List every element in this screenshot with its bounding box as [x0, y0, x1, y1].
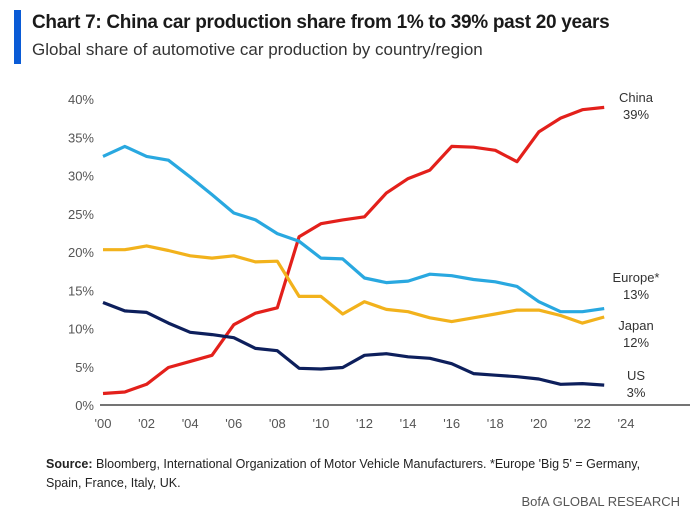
y-tick-label: 10% [68, 322, 94, 337]
x-tick-label: '02 [138, 416, 155, 431]
x-tick-label: '06 [225, 416, 242, 431]
x-tick-label: '00 [95, 416, 112, 431]
series-name-label: US [627, 368, 645, 383]
x-tick-label: '14 [400, 416, 417, 431]
x-tick-label: '04 [182, 416, 199, 431]
series-value-label: 39% [623, 107, 649, 122]
series-name-label: China [619, 90, 654, 105]
y-tick-label: 15% [68, 283, 94, 298]
series-line-china [102, 105, 605, 396]
x-tick-label: '24 [618, 416, 635, 431]
y-tick-label: 0% [75, 398, 94, 413]
source-note: Source: Bloomberg, International Organiz… [46, 455, 676, 493]
x-tick-label: '20 [530, 416, 547, 431]
x-tick-label: '16 [443, 416, 460, 431]
brand-logo-text: BofA GLOBAL RESEARCH [521, 494, 680, 509]
x-tick-label: '22 [574, 416, 591, 431]
chart-subtitle: Global share of automotive car productio… [32, 40, 483, 59]
title-accent-bar [14, 10, 21, 64]
y-tick-label: 40% [68, 92, 94, 107]
x-tick-label: '18 [487, 416, 504, 431]
series-value-label: 3% [627, 385, 646, 400]
y-tick-label: 30% [68, 169, 94, 184]
x-tick-label: '12 [356, 416, 373, 431]
x-tick-label: '10 [312, 416, 329, 431]
source-text: Bloomberg, International Organization of… [46, 457, 641, 490]
series-line-japan [103, 244, 605, 325]
y-tick-label: 35% [68, 130, 94, 145]
series-value-label: 12% [623, 335, 649, 350]
chart-title: Chart 7: China car production share from… [32, 12, 610, 33]
y-tick-label: 5% [75, 360, 94, 375]
series-line-us [102, 301, 605, 387]
series-line-europe [102, 144, 605, 314]
y-tick-label: 20% [68, 245, 94, 260]
series-name-label: Japan [618, 318, 653, 333]
series-value-label: 13% [623, 287, 649, 302]
y-tick-label: 25% [68, 207, 94, 222]
source-label: Source: [46, 457, 93, 471]
x-tick-label: '08 [269, 416, 286, 431]
series-name-label: Europe* [613, 270, 660, 285]
